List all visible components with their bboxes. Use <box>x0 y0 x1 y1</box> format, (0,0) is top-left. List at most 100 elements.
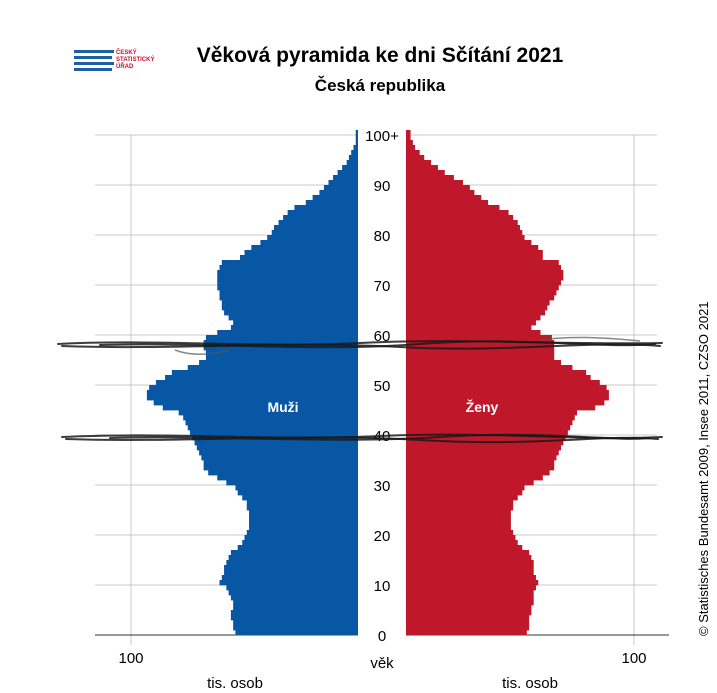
male-bar <box>260 240 358 246</box>
male-bar <box>187 425 358 431</box>
male-series <box>146 130 358 636</box>
series-label-male: Muži <box>267 399 298 415</box>
female-bar <box>406 155 425 161</box>
female-bar <box>406 145 416 151</box>
male-bar <box>230 550 358 556</box>
scribble-stroke <box>99 340 656 349</box>
male-bar <box>249 525 358 531</box>
male-bar <box>219 295 358 301</box>
male-bar <box>219 290 358 296</box>
female-bar <box>406 415 575 421</box>
female-bar <box>406 255 543 261</box>
male-bar <box>230 610 358 616</box>
female-bar <box>406 535 516 541</box>
male-bar <box>203 465 358 471</box>
male-bar <box>233 320 358 326</box>
female-bar <box>406 265 562 271</box>
male-bar <box>224 310 358 316</box>
age-tick-label: 80 <box>374 228 391 245</box>
female-bar <box>406 465 555 471</box>
male-bar <box>239 255 358 261</box>
female-bar <box>406 495 518 501</box>
male-bar <box>249 510 358 516</box>
male-bar <box>328 180 358 186</box>
female-bar <box>406 490 523 496</box>
female-bar <box>406 160 432 166</box>
male-bar <box>249 515 358 521</box>
male-bar <box>194 440 358 446</box>
female-series <box>406 130 609 636</box>
female-bar <box>406 625 530 631</box>
male-bar <box>294 205 358 211</box>
male-bar <box>342 165 358 171</box>
female-bar <box>406 545 523 551</box>
male-bar <box>217 475 358 481</box>
female-bar <box>406 320 536 326</box>
male-bar <box>274 225 358 231</box>
female-bar <box>406 435 566 441</box>
male-bar <box>351 150 358 156</box>
male-bar <box>162 405 358 411</box>
female-bar <box>406 470 550 476</box>
male-bar <box>249 520 358 526</box>
male-bar <box>205 350 358 356</box>
female-bar <box>406 540 518 546</box>
male-bar <box>190 430 358 436</box>
male-bar <box>246 505 358 511</box>
male-bar <box>221 575 358 581</box>
male-bar <box>217 285 358 291</box>
male-bar <box>217 270 358 276</box>
female-bar <box>406 335 552 341</box>
female-bar <box>406 140 413 146</box>
female-bar <box>406 360 562 366</box>
male-bar <box>228 315 358 321</box>
male-bar <box>199 450 358 456</box>
male-bar <box>319 190 358 196</box>
female-bar <box>406 200 489 206</box>
female-bar <box>406 605 532 611</box>
female-bar <box>406 510 511 516</box>
female-bar <box>406 410 577 416</box>
female-bar <box>406 570 534 576</box>
female-bar <box>406 595 534 601</box>
male-bar <box>246 500 358 506</box>
male-bar <box>217 275 358 281</box>
copyright-credit: © Statistisches Bundesamt 2009, Insee 20… <box>696 301 711 636</box>
female-bar <box>406 525 511 531</box>
male-bar <box>271 230 358 236</box>
female-bar <box>406 385 607 391</box>
male-bar <box>203 340 358 346</box>
female-bar <box>406 350 555 356</box>
age-tick-label: 30 <box>374 478 391 495</box>
male-bar <box>244 250 358 256</box>
female-bar <box>406 210 509 216</box>
scribble-stroke <box>65 436 659 444</box>
male-bar <box>237 490 358 496</box>
female-bar <box>406 450 559 456</box>
female-bar <box>406 290 557 296</box>
female-bar <box>406 180 463 186</box>
male-bar <box>155 380 358 386</box>
male-bar <box>355 140 358 146</box>
male-bar <box>203 460 358 466</box>
male-bar <box>171 370 358 376</box>
female-bar <box>406 615 530 621</box>
female-bar <box>406 530 514 536</box>
pen-scribble-marks <box>57 336 663 444</box>
female-bar <box>406 630 527 636</box>
male-bar <box>242 495 358 501</box>
age-tick-label: 90 <box>374 178 391 195</box>
female-bar <box>406 305 548 311</box>
female-bar <box>406 195 482 201</box>
male-bar <box>355 135 358 141</box>
male-bar <box>233 620 358 626</box>
female-bar <box>406 620 530 626</box>
male-bar <box>233 625 358 631</box>
male-bar <box>205 355 358 361</box>
male-bar <box>217 280 358 286</box>
male-bar <box>337 170 358 176</box>
female-bar <box>406 365 573 371</box>
female-bar <box>406 295 555 301</box>
male-bar <box>228 555 358 561</box>
female-bar <box>406 500 514 506</box>
